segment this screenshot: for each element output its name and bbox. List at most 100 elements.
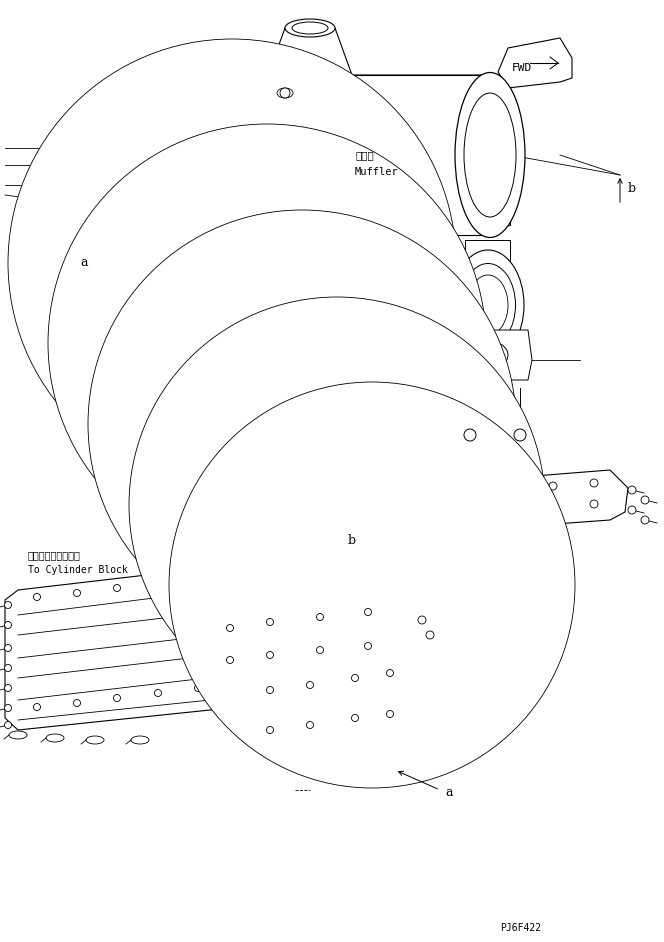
Circle shape bbox=[468, 488, 476, 496]
Circle shape bbox=[202, 292, 212, 302]
Circle shape bbox=[226, 625, 234, 631]
Polygon shape bbox=[278, 470, 628, 543]
Polygon shape bbox=[95, 175, 215, 305]
Ellipse shape bbox=[366, 751, 384, 759]
Circle shape bbox=[191, 328, 199, 336]
Circle shape bbox=[74, 590, 80, 596]
Ellipse shape bbox=[464, 93, 516, 217]
Circle shape bbox=[283, 320, 291, 328]
Circle shape bbox=[641, 496, 649, 504]
Ellipse shape bbox=[277, 88, 293, 98]
Circle shape bbox=[386, 710, 394, 718]
Circle shape bbox=[276, 306, 284, 314]
Circle shape bbox=[317, 613, 323, 621]
Circle shape bbox=[5, 685, 11, 691]
Circle shape bbox=[386, 670, 394, 676]
Circle shape bbox=[114, 694, 120, 702]
Circle shape bbox=[242, 527, 248, 533]
Circle shape bbox=[237, 324, 245, 332]
Ellipse shape bbox=[86, 736, 104, 744]
Polygon shape bbox=[448, 330, 532, 380]
Circle shape bbox=[5, 705, 11, 711]
Circle shape bbox=[332, 233, 342, 243]
Circle shape bbox=[628, 506, 636, 514]
Polygon shape bbox=[50, 145, 65, 162]
Polygon shape bbox=[215, 175, 235, 320]
Ellipse shape bbox=[46, 734, 64, 742]
Ellipse shape bbox=[468, 341, 508, 369]
Circle shape bbox=[5, 644, 11, 652]
Circle shape bbox=[155, 579, 161, 587]
Circle shape bbox=[418, 616, 426, 624]
Circle shape bbox=[365, 609, 371, 615]
Circle shape bbox=[365, 642, 371, 649]
Circle shape bbox=[280, 88, 290, 98]
Circle shape bbox=[363, 463, 373, 473]
Circle shape bbox=[351, 674, 359, 681]
Circle shape bbox=[514, 429, 526, 441]
Text: シリンダブロックへ: シリンダブロックへ bbox=[28, 550, 81, 560]
Text: a: a bbox=[445, 787, 452, 800]
Circle shape bbox=[317, 646, 323, 654]
Circle shape bbox=[202, 235, 212, 245]
Polygon shape bbox=[465, 240, 510, 390]
Circle shape bbox=[201, 177, 209, 185]
Circle shape bbox=[266, 652, 274, 658]
Circle shape bbox=[468, 509, 476, 517]
Circle shape bbox=[195, 575, 201, 581]
Text: マフラ: マフラ bbox=[355, 150, 374, 160]
Polygon shape bbox=[255, 270, 420, 345]
Ellipse shape bbox=[9, 731, 27, 739]
Circle shape bbox=[54, 206, 62, 214]
Circle shape bbox=[145, 332, 153, 340]
Circle shape bbox=[335, 432, 345, 442]
Circle shape bbox=[262, 524, 268, 530]
Circle shape bbox=[33, 593, 41, 600]
Circle shape bbox=[327, 297, 333, 303]
Text: a: a bbox=[80, 255, 88, 268]
Circle shape bbox=[266, 687, 274, 693]
Ellipse shape bbox=[321, 751, 339, 759]
Circle shape bbox=[5, 722, 11, 728]
Polygon shape bbox=[255, 75, 275, 245]
Circle shape bbox=[365, 447, 371, 453]
Circle shape bbox=[307, 238, 317, 248]
Circle shape bbox=[428, 513, 436, 521]
Circle shape bbox=[426, 631, 434, 639]
Circle shape bbox=[371, 288, 378, 296]
Polygon shape bbox=[75, 300, 330, 360]
Circle shape bbox=[5, 602, 11, 609]
Text: Muffler: Muffler bbox=[355, 167, 399, 177]
Ellipse shape bbox=[292, 22, 328, 34]
Circle shape bbox=[98, 235, 108, 245]
Circle shape bbox=[51, 203, 65, 217]
Circle shape bbox=[226, 657, 234, 663]
Circle shape bbox=[234, 680, 242, 688]
Circle shape bbox=[5, 664, 11, 672]
Polygon shape bbox=[278, 495, 295, 543]
Circle shape bbox=[266, 726, 274, 734]
Circle shape bbox=[5, 622, 11, 628]
Circle shape bbox=[306, 501, 314, 509]
Ellipse shape bbox=[131, 736, 149, 744]
Circle shape bbox=[33, 704, 41, 710]
Ellipse shape bbox=[474, 345, 502, 365]
Polygon shape bbox=[5, 562, 300, 730]
Circle shape bbox=[169, 382, 575, 788]
Circle shape bbox=[428, 492, 436, 500]
Circle shape bbox=[628, 486, 636, 494]
Text: To Cylinder Block: To Cylinder Block bbox=[28, 565, 128, 575]
Ellipse shape bbox=[281, 746, 299, 754]
Circle shape bbox=[351, 714, 359, 722]
Circle shape bbox=[234, 571, 242, 577]
Circle shape bbox=[641, 516, 649, 524]
Circle shape bbox=[509, 485, 517, 493]
Circle shape bbox=[155, 690, 161, 696]
Circle shape bbox=[48, 124, 486, 562]
Circle shape bbox=[99, 336, 107, 344]
Circle shape bbox=[53, 185, 63, 195]
Polygon shape bbox=[110, 190, 200, 290]
Circle shape bbox=[202, 178, 212, 188]
Circle shape bbox=[347, 498, 355, 506]
Circle shape bbox=[129, 297, 545, 713]
